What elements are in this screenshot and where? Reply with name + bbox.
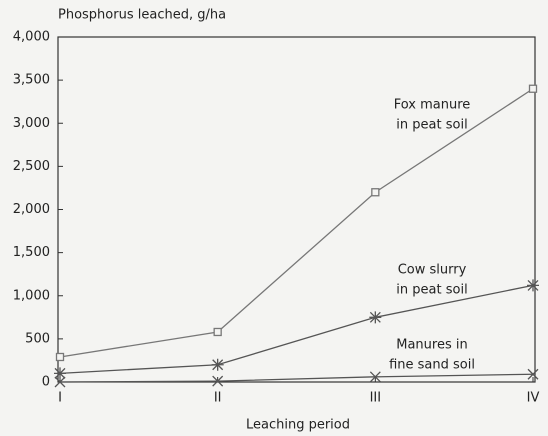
square — [528, 84, 538, 93]
x-tick-label: I — [58, 391, 62, 406]
y-tick-label: 4,000 — [13, 30, 50, 45]
x-tick-label: II — [214, 391, 222, 406]
y-tick-label: 500 — [25, 331, 50, 346]
square — [371, 188, 380, 197]
y-tick-label: 3,500 — [13, 73, 50, 88]
cross — [212, 375, 224, 387]
series-label: fine sand soil — [389, 358, 475, 373]
series-label: Cow slurry — [398, 263, 467, 278]
y-tick-label: 2,500 — [13, 159, 50, 174]
series-line — [59, 284, 534, 375]
series-line — [59, 373, 534, 383]
marker-square — [55, 352, 65, 362]
y-tick-label: 1,000 — [13, 288, 50, 303]
marker-x — [54, 376, 66, 388]
series-label: in peat soil — [396, 283, 467, 298]
plus — [369, 311, 382, 324]
y-tick-label: 0 — [42, 375, 50, 390]
square — [55, 352, 65, 362]
cross — [54, 376, 66, 388]
plus — [211, 358, 224, 371]
marker-square — [371, 188, 380, 197]
plus — [527, 279, 539, 292]
cross — [527, 368, 539, 380]
series-label: in peat soil — [396, 118, 467, 133]
x-tick-label: III — [370, 391, 382, 406]
x-tick-label: IV — [527, 391, 540, 406]
marker-square — [528, 84, 538, 93]
marker-star — [527, 279, 539, 292]
marker-x — [212, 375, 224, 387]
square — [213, 327, 222, 337]
y-tick-label: 2,000 — [13, 202, 50, 217]
marker-star — [54, 367, 66, 380]
y-tick-label: 3,000 — [13, 116, 50, 131]
marker-x — [369, 371, 381, 383]
y-tick-label: 1,500 — [13, 245, 50, 260]
marker-square — [213, 327, 222, 337]
chart-title: Phosphorus leached, g/ha — [58, 8, 226, 23]
plus — [54, 367, 66, 380]
x-axis-label: Leaching period — [246, 418, 350, 433]
cross — [369, 371, 381, 383]
series-label: Fox manure — [394, 98, 471, 113]
series-label: Manures in — [396, 338, 467, 353]
series-line — [59, 88, 534, 358]
marker-x — [527, 368, 539, 380]
marker-star — [211, 358, 224, 371]
marker-star — [369, 311, 382, 324]
